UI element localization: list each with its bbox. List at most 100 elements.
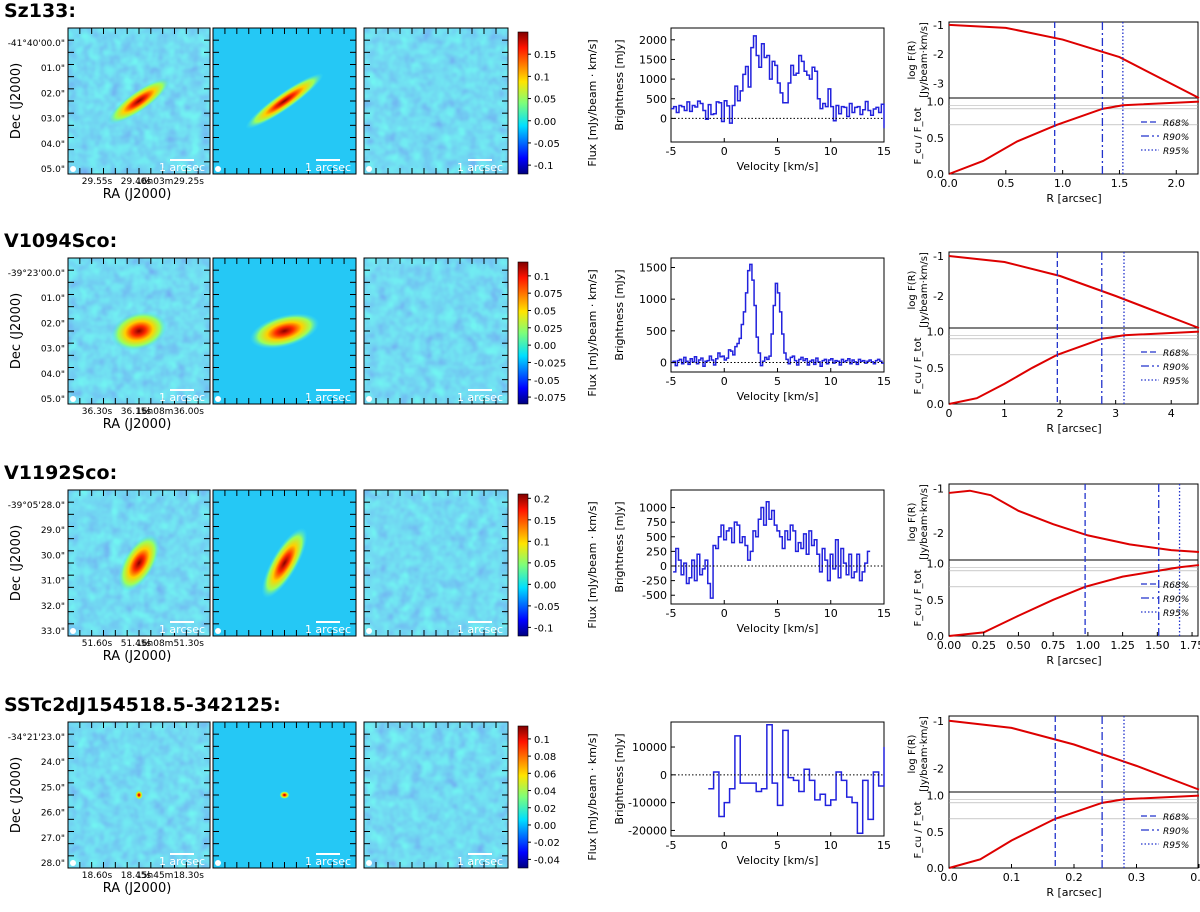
ra-axis-label: RA (J2000) bbox=[103, 417, 172, 432]
row-1: V1094Sco: 1 arcsec 1 arcsec 1 arcsec -39°23'… bbox=[4, 230, 1200, 435]
colorbar bbox=[517, 31, 529, 175]
spectrum-ytick-label: 1000 bbox=[639, 73, 667, 86]
dec-axis-label: Dec (J2000) bbox=[9, 757, 24, 833]
fcu-xtick-label: 2.0 bbox=[1168, 177, 1186, 190]
legend-label: R68% bbox=[1163, 119, 1189, 129]
dec-tick-label: 03.0" bbox=[41, 345, 65, 355]
colorbar-tick-label: 0.00 bbox=[534, 580, 556, 591]
spectrum-ytick-label: 1000 bbox=[639, 502, 667, 515]
spectrum-ytick-label: -500 bbox=[642, 589, 667, 602]
legend-label: R90% bbox=[1163, 827, 1189, 837]
legend-label: R95% bbox=[1163, 609, 1189, 619]
source-title: V1192Sco: bbox=[4, 462, 117, 484]
dec-tick-label: 25.0" bbox=[41, 783, 65, 793]
colorbar-tick-label: 0.1 bbox=[534, 735, 550, 746]
colorbar bbox=[517, 493, 529, 637]
source-title: SSTc2dJ154518.5-342125: bbox=[4, 694, 281, 716]
fcu-ylabel: F_cu / F_tot bbox=[913, 569, 924, 626]
fcu-ytick-label: 1.0 bbox=[927, 326, 945, 339]
beam-ellipse bbox=[215, 396, 221, 402]
spectrum-ytick-label: 2000 bbox=[639, 34, 667, 47]
spectrum-ytick-label: 0 bbox=[660, 357, 667, 370]
data-map-panel: 1 arcsec bbox=[67, 257, 211, 405]
legend-label: R68% bbox=[1163, 349, 1189, 359]
model-map-panel: 1 arcsec bbox=[212, 489, 357, 637]
colorbar-tick-label: 0.15 bbox=[534, 516, 556, 527]
cum-xlabel: R [arcsec] bbox=[1046, 422, 1101, 435]
ra-tick-label: 18.45s bbox=[121, 871, 152, 881]
spectrum-ytick-label: 1500 bbox=[639, 53, 667, 66]
residual-map-panel: 1 arcsec bbox=[363, 721, 509, 869]
data-map-panel: 1 arcsec bbox=[67, 489, 211, 637]
scale-bar-label: 1 arcsec bbox=[305, 391, 351, 404]
legend-label: R90% bbox=[1163, 133, 1189, 143]
dec-tick-label: 33.0" bbox=[41, 627, 65, 637]
scale-bar-label: 1 arcsec bbox=[305, 855, 351, 868]
ra-tick-label: 51.60s bbox=[82, 639, 113, 649]
colorbar bbox=[517, 725, 529, 869]
fcu-ytick-label: 0.0 bbox=[927, 168, 945, 181]
row-2: V1192Sco: 1 arcsec 1 arcsec 1 arcsec -39°05'… bbox=[4, 462, 1200, 667]
fcu-ylabel: F_cu / F_tot bbox=[913, 107, 924, 164]
logf-ytick-label: -2 bbox=[933, 48, 944, 61]
spectrum-xtick-label: 15 bbox=[877, 839, 891, 852]
source-title: V1094Sco: bbox=[4, 230, 117, 252]
cum-legend: R68% R90% R95% bbox=[1141, 813, 1189, 851]
ra-axis-label: RA (J2000) bbox=[103, 187, 172, 202]
logf-frame bbox=[948, 21, 1199, 99]
spectrum-ytick-label: 1000 bbox=[639, 293, 667, 306]
logf-curve bbox=[948, 255, 1200, 329]
emission-blob bbox=[135, 790, 143, 800]
fcu-curve bbox=[948, 794, 1200, 869]
map-noise bbox=[364, 722, 508, 868]
spectrum-line bbox=[671, 263, 884, 368]
beam-ellipse bbox=[70, 396, 76, 402]
fcu-ytick-label: 0.0 bbox=[927, 398, 945, 411]
flux-axis-label: Flux [mJy/beam · km/s] bbox=[586, 39, 599, 166]
model-disk bbox=[249, 313, 320, 349]
fcu-xtick-label: 0.25 bbox=[971, 639, 996, 652]
logf-curve bbox=[948, 489, 1200, 553]
beam-ellipse bbox=[366, 396, 372, 402]
fcu-xtick-label: 0.50 bbox=[1006, 639, 1031, 652]
colorbar-tick-label: -0.075 bbox=[534, 393, 566, 404]
beam-ellipse bbox=[215, 860, 221, 866]
fcu-ylabel: F_cu / F_tot bbox=[913, 337, 924, 394]
dec-tick-label: 30.0" bbox=[41, 551, 65, 561]
ra-axis-label: RA (J2000) bbox=[103, 881, 172, 896]
logf-ylabel: log F(R) bbox=[907, 270, 918, 309]
fcu-xtick-label: 0.2 bbox=[1065, 871, 1083, 884]
scale-bar-label: 1 arcsec bbox=[305, 623, 351, 636]
colorbar-tick-label: 0.05 bbox=[534, 559, 556, 570]
flux-axis-label: Flux [mJy/beam · km/s] bbox=[586, 501, 599, 628]
logf-curve bbox=[948, 23, 1200, 99]
map-noise bbox=[364, 490, 508, 636]
logf-ytick-label: -1 bbox=[933, 715, 944, 728]
dec-tick-label: 02.0" bbox=[41, 89, 65, 99]
colorbar-tick-label: -0.05 bbox=[534, 376, 560, 387]
dec-tick-label: 02.0" bbox=[41, 319, 65, 329]
colorbar-tick-label: 0.1 bbox=[534, 537, 550, 548]
logf-frame bbox=[948, 715, 1199, 793]
model-map-panel: 1 arcsec bbox=[212, 257, 357, 405]
logf-ylabel-units: [Jy/beam·km/s] bbox=[919, 252, 930, 328]
colorbar-tick-label: 0.025 bbox=[534, 324, 563, 335]
dec-tick-label: 03.0" bbox=[41, 115, 65, 125]
dec-tick-label: -39°23'00.0" bbox=[8, 269, 65, 279]
model-map-panel: 1 arcsec bbox=[212, 721, 357, 869]
colorbar-tick-label: 0.02 bbox=[534, 804, 556, 815]
colorbar-tick-label: 0.04 bbox=[534, 787, 556, 798]
dec-tick-label: -39°05'28.0" bbox=[8, 501, 65, 511]
fcu-xtick-label: 0.0 bbox=[940, 177, 958, 190]
fcu-ytick-label: 1.0 bbox=[927, 96, 945, 109]
data-map-panel: 1 arcsec bbox=[67, 27, 211, 175]
spectrum-line bbox=[671, 35, 885, 129]
dec-axis-label: Dec (J2000) bbox=[9, 525, 24, 601]
residual-map-panel: 1 arcsec bbox=[363, 257, 509, 405]
dec-axis-label: Dec (J2000) bbox=[9, 63, 24, 139]
spectrum-frame bbox=[670, 489, 885, 605]
fcu-xtick-label: 2 bbox=[1057, 407, 1064, 420]
dec-tick-label: 32.0" bbox=[41, 602, 65, 612]
logf-ylabel: log F(R) bbox=[907, 734, 918, 773]
